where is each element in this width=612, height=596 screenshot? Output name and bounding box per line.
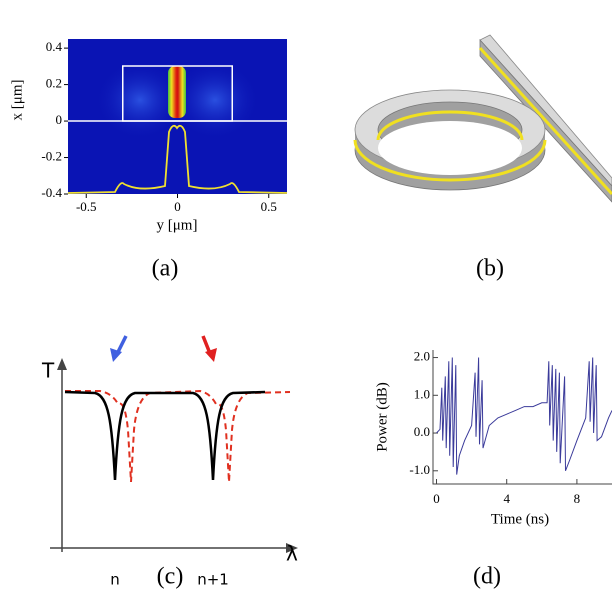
- panel-a: x [μm] y [μm] (a) -0.5 0 0.5 0.4 0.2 0 -0.2 -0.…: [9, 39, 287, 282]
- panel-label: (a): [152, 256, 179, 282]
- y-tick-label: 2.0: [414, 349, 430, 364]
- x-tick-label: 0.5: [261, 199, 277, 214]
- panel-d: Power (dB) Time (ns) (d) 0 4 8 2.0 1.0 0.0 -1.…: [374, 349, 612, 590]
- y-axis-label: Power (dB): [374, 382, 390, 452]
- panel-c: T λ n n+1 (c): [41, 335, 298, 590]
- panel-label: (b): [476, 256, 504, 282]
- field-map: [68, 39, 287, 194]
- spectrum: [64, 390, 266, 481]
- resonance-label: n: [110, 571, 120, 589]
- panel-b: (b): [353, 34, 612, 282]
- y-axis-label: x [μm]: [9, 80, 25, 121]
- y-tick-label: 0.4: [46, 39, 63, 54]
- ring-resonator: [353, 89, 547, 191]
- power-trace: [436, 357, 612, 475]
- panel-label: (d): [473, 564, 501, 590]
- x-tick-label: 8: [574, 491, 581, 506]
- x-axis-label: y [μm]: [157, 217, 198, 233]
- resonance-label: n+1: [197, 571, 229, 589]
- y-tick-label: 1.0: [414, 386, 430, 401]
- y-tick-label: 0.2: [46, 76, 62, 91]
- x-tick-label: -0.5: [76, 199, 97, 214]
- x-tick-label: 0: [433, 491, 440, 506]
- x-axis-label: Time (ns): [491, 511, 549, 527]
- y-tick-label: -1.0: [409, 462, 430, 477]
- y-axis-label: T: [41, 359, 55, 383]
- y-tick-label: -0.4: [41, 185, 62, 200]
- y-tick-label: 0: [56, 112, 63, 127]
- shifted-spectrum: [65, 389, 291, 483]
- panel-label: (c): [157, 564, 184, 590]
- y-tick-label: 0.0: [414, 424, 430, 439]
- bus-waveguide: [478, 34, 612, 203]
- y-tick-label: -0.2: [41, 149, 62, 164]
- x-tick-label: 4: [503, 491, 510, 506]
- x-tick-label: 0: [174, 199, 181, 214]
- x-axis-label: λ: [286, 542, 298, 566]
- axes-frame: [432, 350, 612, 485]
